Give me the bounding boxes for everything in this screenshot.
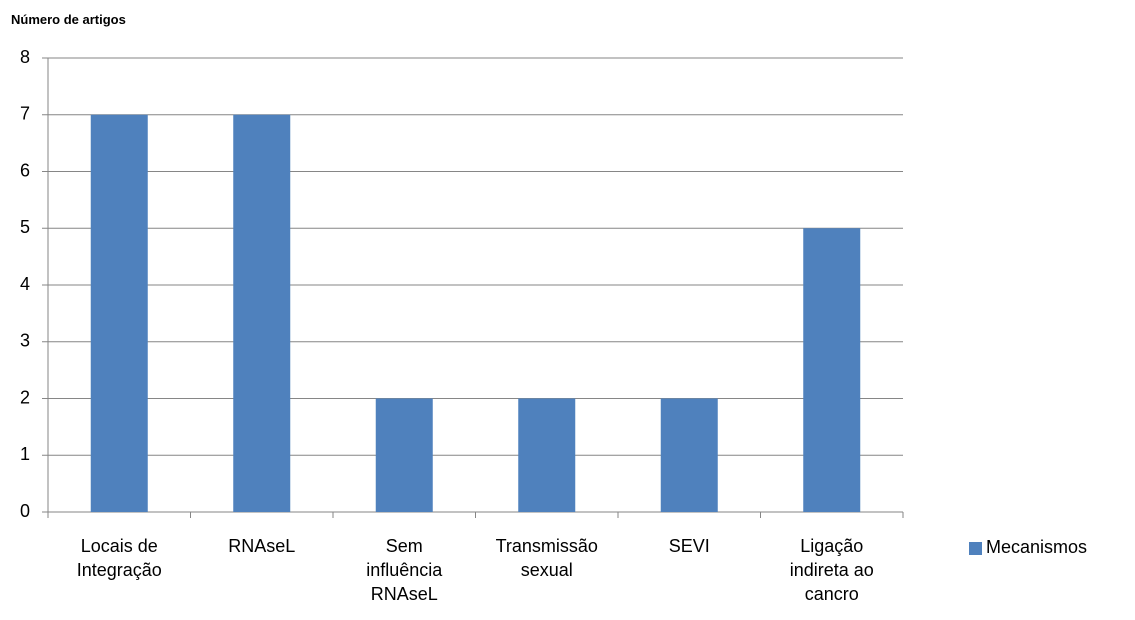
x-tick-label: Ligação indireta ao cancro <box>789 536 874 604</box>
y-tick-label: 8 <box>20 47 30 67</box>
bar <box>518 398 576 512</box>
x-tick-label: SEVI <box>668 536 710 556</box>
y-tick-label: 6 <box>20 160 30 180</box>
y-tick-label: 5 <box>20 217 30 237</box>
bar <box>660 398 718 512</box>
bar <box>90 114 148 512</box>
x-tick-label: RNAseL <box>228 536 296 556</box>
bar <box>375 398 433 512</box>
legend-label: Mecanismos <box>986 537 1088 557</box>
y-tick-label: 1 <box>20 444 30 464</box>
y-tick-label: 0 <box>20 501 30 521</box>
x-tick-label: Sem influência RNAseL <box>366 536 443 604</box>
y-tick-label: 4 <box>20 274 30 294</box>
x-tick-label: Transmissão sexual <box>495 536 598 580</box>
x-tick-label: Locais de Integração <box>76 536 162 580</box>
y-tick-label: 3 <box>20 331 30 351</box>
y-tick-label: 2 <box>20 387 30 407</box>
chart-title: Número de artigos <box>11 12 126 27</box>
y-tick-label: 7 <box>20 104 30 124</box>
legend-swatch <box>969 542 982 555</box>
bar <box>233 114 291 512</box>
bar <box>803 228 861 512</box>
